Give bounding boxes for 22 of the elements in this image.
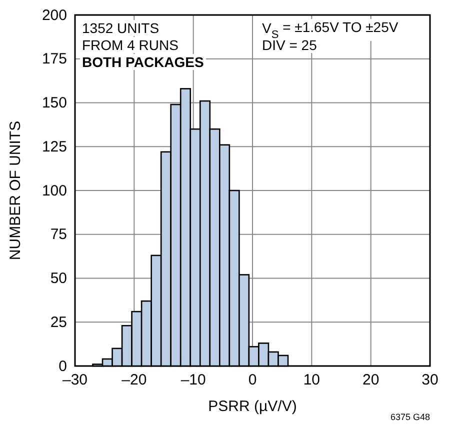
x-axis-title: PSRR (µV/V)	[208, 398, 297, 415]
x-tick-label: 10	[303, 372, 320, 389]
annotation: FROM 4 RUNS	[82, 37, 178, 53]
annotation: BOTH PACKAGES	[82, 54, 204, 70]
y-tick-label: 125	[42, 138, 67, 156]
y-tick-label: 150	[42, 94, 67, 112]
y-tick-label: 175	[42, 50, 67, 68]
y-tick-label: 25	[50, 314, 67, 331]
annotation: V$_{S}$ = ±1.65V TO ±25V	[262, 19, 399, 41]
annotation: DIV = 25	[262, 37, 318, 53]
y-axis-title: NUMBER OF UNITS	[7, 120, 24, 260]
x-tick-label: 30	[422, 372, 438, 389]
annotation: 1352 UNITS	[82, 20, 160, 36]
y-tick-label: 75	[50, 226, 67, 244]
y-tick-label: 200	[42, 6, 67, 24]
y-tick-label: 100	[42, 182, 67, 200]
x-tick-label: 20	[362, 372, 380, 389]
y-tick-label: 50	[50, 270, 67, 288]
text: 6375 G48	[390, 412, 430, 422]
x-tick-label: –10	[180, 372, 206, 389]
x-tick-label: 0	[248, 372, 257, 389]
x-tick-label: –20	[122, 372, 147, 389]
